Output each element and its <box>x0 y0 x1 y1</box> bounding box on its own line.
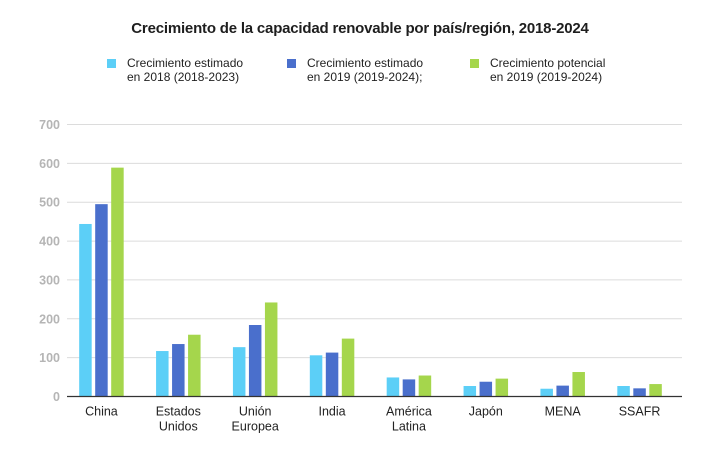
x-tick-label: SSAFR <box>619 405 661 419</box>
bar <box>248 325 262 397</box>
x-tick-label: India <box>319 405 346 419</box>
bar <box>617 386 630 397</box>
x-tick-label-line: MENA <box>545 405 582 419</box>
x-tick-label: América Latina <box>386 405 432 434</box>
x-tick-label: Unión Europea <box>232 405 279 434</box>
bar <box>188 334 201 397</box>
bar <box>264 302 278 397</box>
chart-title: Crecimiento de la capacidad renovable po… <box>131 20 589 37</box>
bar <box>386 377 400 397</box>
legend-swatch-2019-potential <box>470 59 479 68</box>
bar <box>309 355 323 397</box>
x-tick-label-line: Latina <box>392 420 426 434</box>
y-tick-label: 0 <box>53 390 60 404</box>
legend-swatch-2019-estimate <box>287 59 296 68</box>
bar <box>495 378 509 397</box>
legend-label-2019-potential: Crecimiento potencial en 2019 (2019-2024… <box>490 56 606 84</box>
y-tick-label: 400 <box>39 235 60 249</box>
x-tick-label: Japón <box>469 405 503 419</box>
legend-item-2019-potential: Crecimiento potencial en 2019 (2019-2024… <box>470 56 605 84</box>
bar <box>325 352 339 397</box>
y-tick-label: 100 <box>39 351 60 365</box>
x-tick-label-line: Europea <box>232 420 279 434</box>
x-tick-label-line: Estados <box>156 405 201 419</box>
y-tick-label: 500 <box>39 196 60 210</box>
legend-label-2019-estimate: Crecimiento estimado en 2019 (2019-2024)… <box>307 56 424 84</box>
bar <box>463 386 477 397</box>
y-tick-label: 300 <box>39 273 60 287</box>
x-tick-label-line: India <box>319 405 346 419</box>
x-tick-label: China <box>85 405 118 419</box>
bar <box>633 388 646 397</box>
y-tick-label: 700 <box>39 118 60 132</box>
x-tick-label-line: China <box>85 405 118 419</box>
x-tick-label: MENA <box>545 405 582 419</box>
x-tick-label-line: América <box>386 405 432 419</box>
legend-swatch-2018-estimate <box>107 59 116 68</box>
bar <box>172 344 185 397</box>
bar <box>572 372 585 397</box>
bar <box>556 385 569 397</box>
bar <box>341 338 355 397</box>
bar <box>402 379 416 397</box>
x-tick-label-line: SSAFR <box>619 405 661 419</box>
bar <box>479 381 493 397</box>
bar <box>156 351 169 397</box>
x-tick-label: Estados Unidos <box>156 405 201 434</box>
bar <box>649 384 662 397</box>
bar <box>232 347 246 397</box>
legend-label-2018-estimate: Crecimiento estimado en 2018 (2018-2023) <box>127 56 244 84</box>
bar <box>79 223 92 397</box>
bar <box>95 204 108 397</box>
legend-item-2019-estimate: Crecimiento estimado en 2019 (2019-2024)… <box>287 56 423 84</box>
bar <box>540 388 553 397</box>
bar <box>418 375 432 397</box>
x-tick-label-line: Unidos <box>159 420 198 434</box>
x-tick-label-line: Japón <box>469 405 503 419</box>
x-tick-label-line: Unión <box>239 405 272 419</box>
bar <box>111 167 124 397</box>
y-tick-label: 600 <box>39 157 60 171</box>
y-tick-label: 200 <box>39 312 60 326</box>
legend-item-2018-estimate: Crecimiento estimado en 2018 (2018-2023) <box>107 56 243 84</box>
